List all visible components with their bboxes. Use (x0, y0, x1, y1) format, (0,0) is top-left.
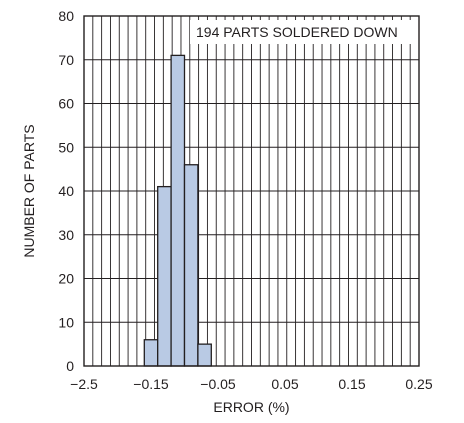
annotation-box: 194 PARTS SOLDERED DOWN (190, 20, 418, 44)
annotation-text: 194 PARTS SOLDERED DOWN (196, 24, 398, 40)
x-tick-label: −2.5 (70, 376, 98, 392)
x-axis-label: ERROR (%) (213, 399, 289, 415)
y-tick-label: 80 (58, 8, 74, 24)
x-tick-label: −0.05 (200, 376, 236, 392)
grid-lines (84, 16, 419, 366)
y-tick-labels: 0 10 20 30 40 50 60 70 80 (58, 8, 74, 374)
x-tick-label: −0.15 (133, 376, 169, 392)
bar (143, 339, 159, 367)
bar (183, 164, 199, 367)
y-tick-label: 20 (58, 271, 74, 287)
bar (170, 54, 186, 367)
bars (143, 54, 212, 367)
bar (157, 185, 172, 367)
y-tick-label: 50 (58, 139, 74, 155)
y-tick-label: 10 (58, 314, 74, 330)
y-tick-label: 70 (58, 52, 74, 68)
x-tick-label: 0.15 (338, 376, 365, 392)
plot-frame (83, 15, 420, 367)
x-tick-labels: −2.5 −0.15 −0.05 0.05 0.15 0.25 (70, 376, 433, 392)
y-tick-label: 60 (58, 96, 74, 112)
bar (197, 343, 212, 367)
y-tick-label: 0 (66, 358, 74, 374)
y-axis-label: NUMBER OF PARTS (21, 124, 37, 257)
x-tick-label: 0.05 (271, 376, 298, 392)
x-tick-label: 0.25 (405, 376, 432, 392)
y-tick-label: 30 (58, 227, 74, 243)
y-tick-label: 40 (58, 183, 74, 199)
